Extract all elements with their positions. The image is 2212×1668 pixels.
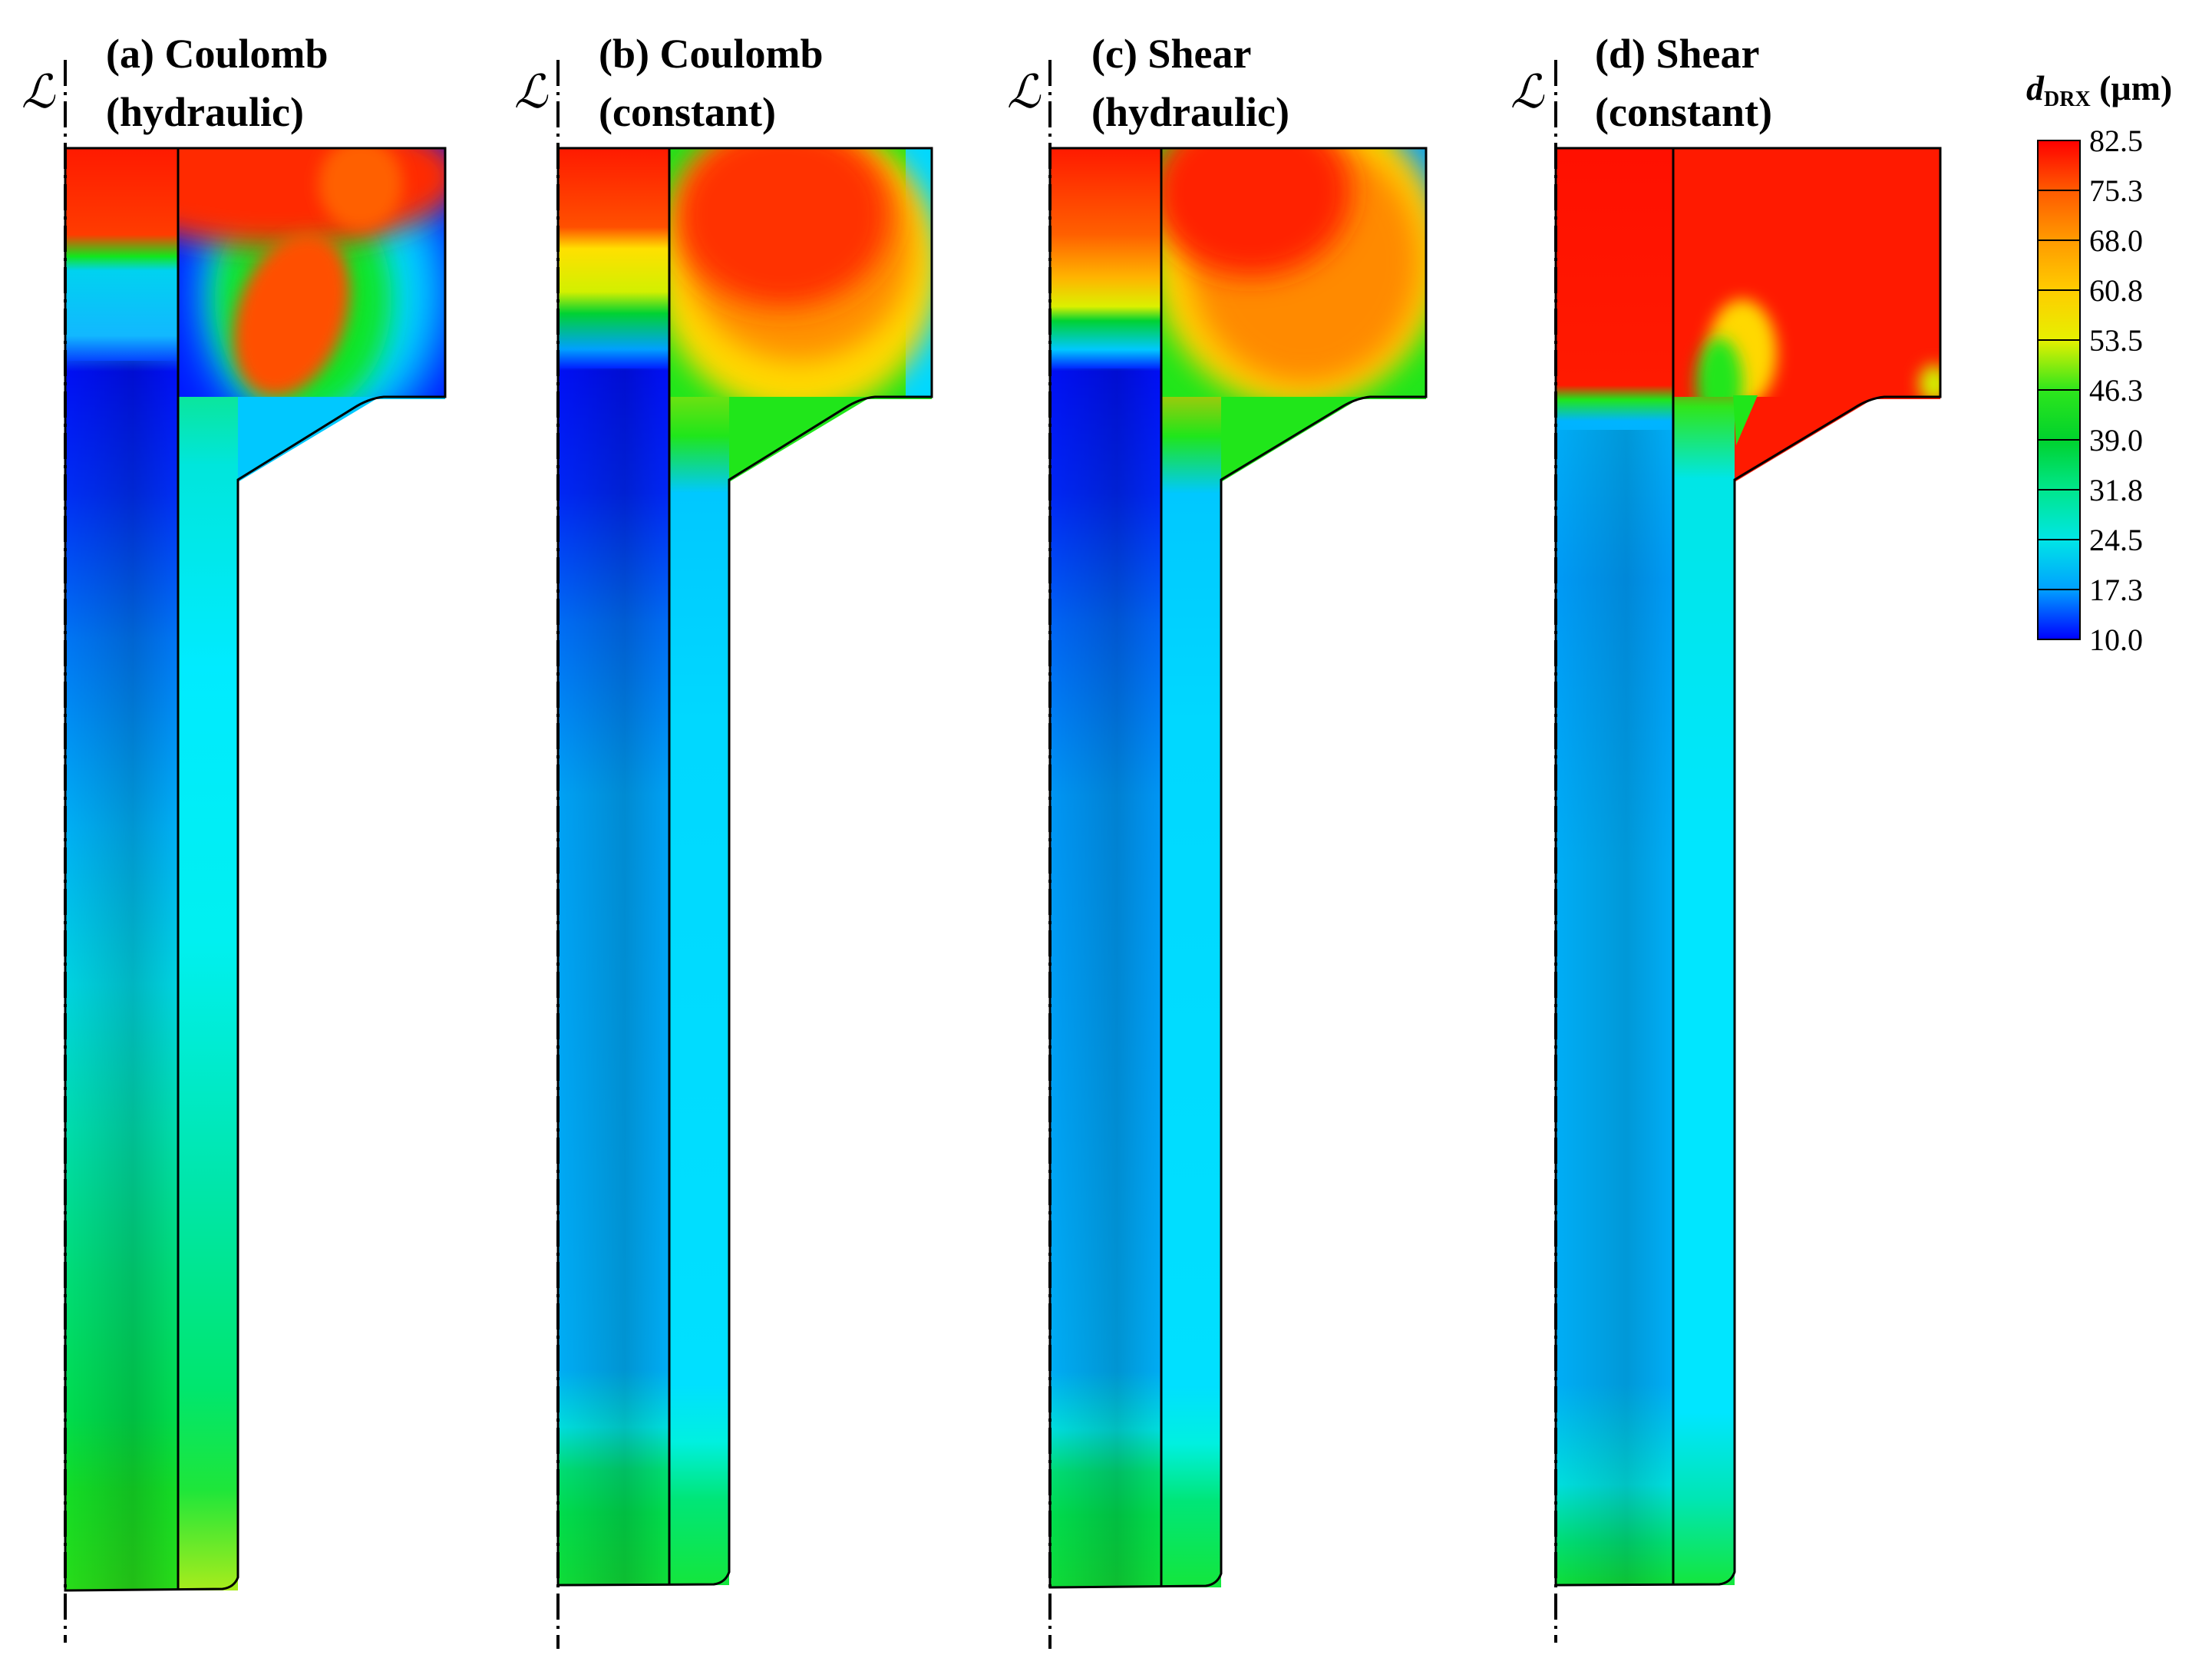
panel-subtitle: (hydraulic)	[1091, 89, 1289, 135]
taper-green-band	[1733, 395, 1758, 445]
panel-d: ℒ (d) Shear (constant)	[1510, 31, 1942, 1643]
colorbar-tick-label: 10.0	[2089, 623, 2143, 657]
panel-subtitle: (constant)	[1595, 89, 1772, 135]
colorbar-tick-label: 68.0	[2089, 223, 2143, 258]
centerline-symbol: ℒ	[514, 67, 549, 117]
colorbar-tick-label: 53.5	[2089, 323, 2143, 358]
colorbar-tick-label: 46.3	[2089, 373, 2143, 408]
outline	[1048, 147, 1428, 1589]
legend-subscript: DRX	[2044, 88, 2091, 111]
panel-subtitle: (hydraulic)	[106, 89, 304, 135]
colorbar-tick-label: 39.0	[2089, 423, 2143, 457]
legend-unit: (μm)	[2091, 68, 2173, 107]
centerline-symbol: ℒ	[21, 67, 56, 117]
outline	[64, 147, 447, 1592]
head-field	[669, 148, 932, 397]
head-field	[1161, 148, 1426, 397]
colorbar-tick-label: 75.3	[2089, 173, 2143, 208]
taper-region	[1735, 397, 1940, 482]
legend-variable: d	[2026, 68, 2045, 107]
taper-region	[238, 397, 445, 482]
panel-title: (a) Coulomb	[106, 31, 328, 77]
panel-title: (b) Coulomb	[599, 31, 824, 77]
panel-title: (d) Shear	[1595, 31, 1760, 77]
core-shading	[65, 361, 178, 1589]
panel-b: ℒ (b) Coulomb (constant)	[514, 31, 933, 1649]
panel-c: ℒ (c) Shear (hydraulic)	[1007, 31, 1428, 1649]
colorbar-tick-label: 24.5	[2089, 523, 2143, 557]
colorbar-ticks: 82.5 75.3 68.0 60.8 53.5 46.3 39.0 31.8 24.5 17.3…	[2038, 124, 2143, 657]
core-shading	[1050, 368, 1161, 1587]
centerline-symbol: ℒ	[1007, 67, 1042, 117]
centerline-symbol: ℒ	[1510, 67, 1545, 117]
colorbar-tick-label: 31.8	[2089, 473, 2143, 507]
head-field	[1673, 148, 1940, 397]
colorbar-tick-label: 82.5	[2089, 124, 2143, 158]
panel-a: ℒ (a) Coulomb (hydraulic)	[21, 31, 447, 1643]
legend: dDRX (μm) 82.5 75.3 68.0 60.8 53.5 46.3 39.0 31…	[2026, 68, 2172, 657]
core-shading	[558, 368, 669, 1585]
core-shading	[1556, 430, 1673, 1585]
taper-region	[729, 397, 932, 482]
taper-region	[1221, 397, 1426, 482]
legend-title: dDRX (μm)	[2026, 68, 2172, 111]
panel-subtitle: (constant)	[599, 89, 776, 135]
outline	[556, 147, 933, 1587]
colorbar-tick-label: 60.8	[2089, 273, 2143, 308]
head-field	[177, 148, 445, 397]
panel-title: (c) Shear	[1091, 31, 1251, 77]
outline	[1554, 147, 1942, 1587]
colorbar-tick-label: 17.3	[2089, 573, 2143, 607]
